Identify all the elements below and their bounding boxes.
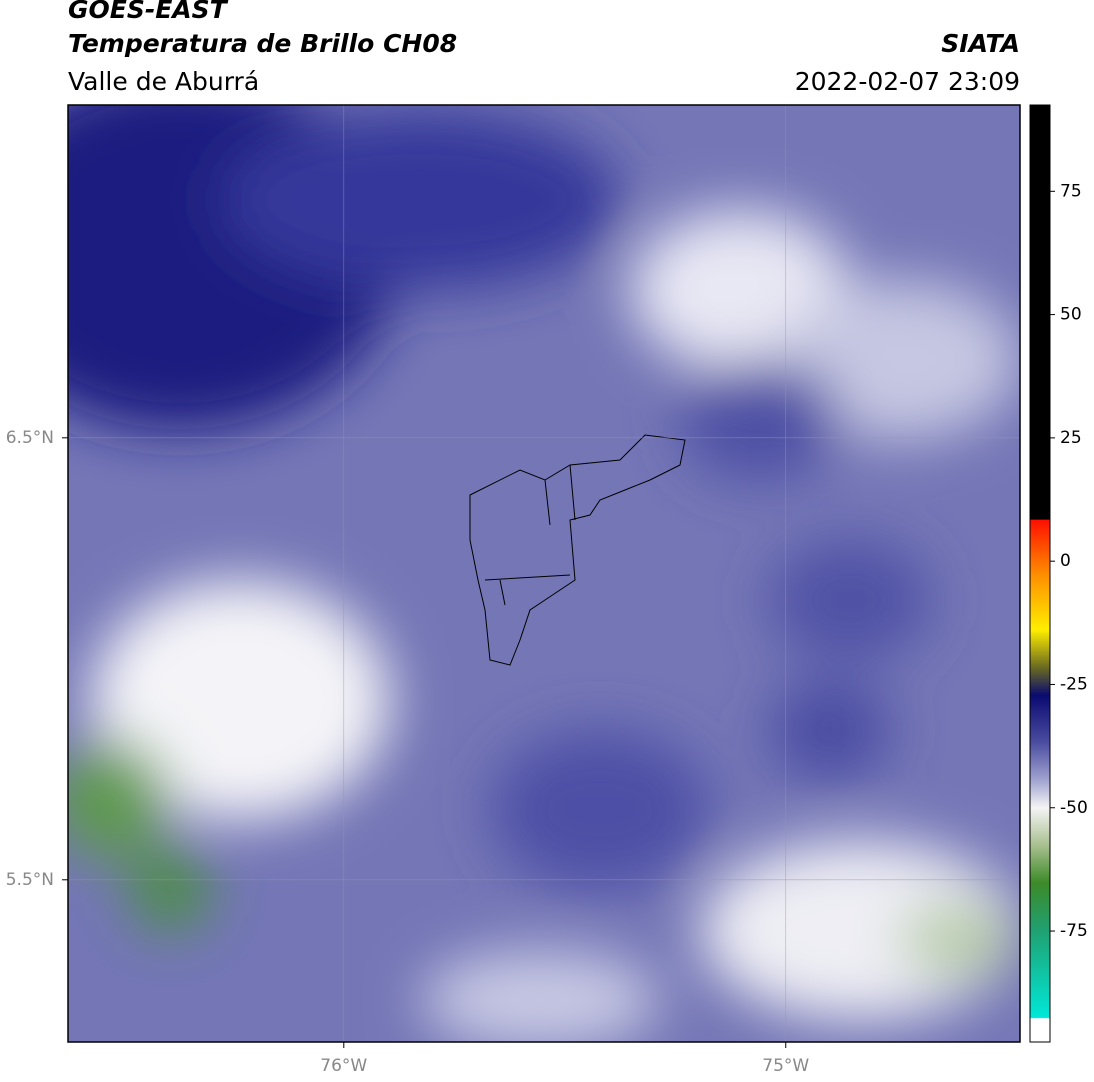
datetime: 2022-02-07 23:09 xyxy=(795,67,1020,96)
colorbar-tick-label: -50 xyxy=(1060,798,1088,818)
colorbar-tick-label: -75 xyxy=(1060,921,1088,941)
colorbar xyxy=(1029,104,1051,1043)
x-tick-label: 75°W xyxy=(762,1056,809,1076)
x-tick-label: 76°W xyxy=(320,1056,367,1076)
region: Valle de Aburrá xyxy=(68,67,259,96)
subtitle: Temperatura de Brillo CH08 xyxy=(68,29,457,58)
title: GOES-EAST xyxy=(68,0,229,24)
map-frame xyxy=(67,104,1021,1043)
y-tick-label: 6.5°N xyxy=(6,428,54,448)
colorbar-tick-label: 25 xyxy=(1060,428,1082,448)
colorbar-tick-label: 0 xyxy=(1060,551,1071,571)
source: SIATA xyxy=(941,29,1020,58)
colorbar-tick-label: 75 xyxy=(1060,181,1082,201)
colorbar-tick-label: 50 xyxy=(1060,305,1082,325)
map-image xyxy=(68,105,1020,1042)
y-tick-label: 5.5°N xyxy=(6,870,54,890)
colorbar-tick-label: -25 xyxy=(1060,674,1088,694)
graticule xyxy=(68,105,1020,1042)
